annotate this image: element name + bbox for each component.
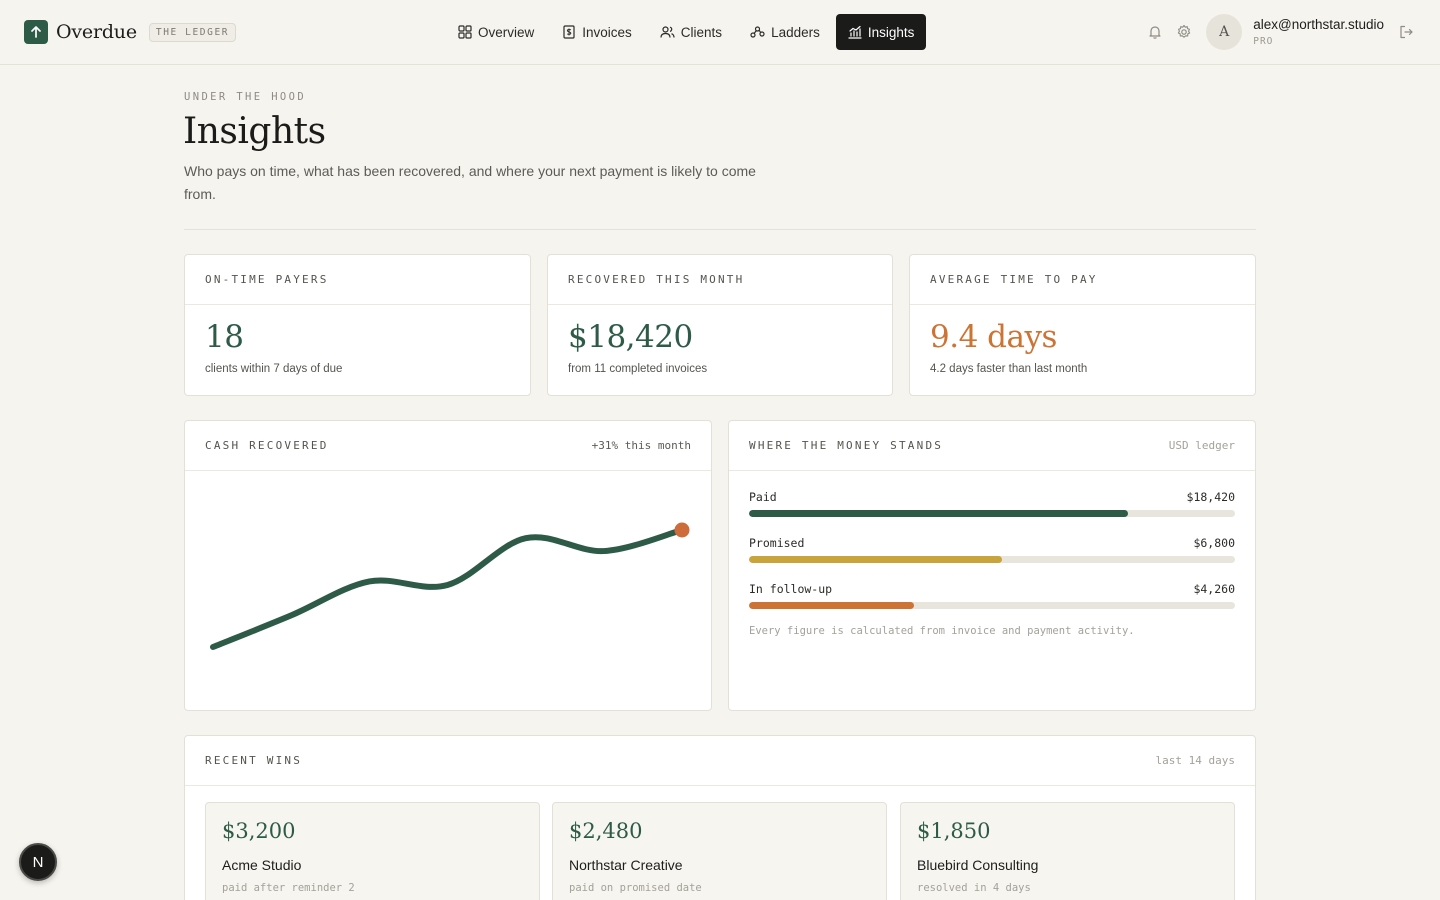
gear-icon[interactable] bbox=[1174, 22, 1194, 42]
chart-meta: +31% this month bbox=[591, 439, 691, 452]
nav-invoices-label: Invoices bbox=[582, 24, 632, 40]
progress-fill bbox=[749, 556, 1002, 563]
win-client: Bluebird Consulting bbox=[917, 857, 1039, 873]
money-label: WHERE THE MONEY STANDS bbox=[749, 439, 944, 452]
stat-card-recovered: RECOVERED THIS MONTH $18,420 from 11 com… bbox=[547, 254, 893, 396]
money-row-label: Promised bbox=[749, 536, 805, 550]
recent-wins-card: RECENT WINS last 14 days $3,200 Acme Stu… bbox=[184, 735, 1256, 900]
stat-value: $18,420 bbox=[568, 319, 693, 355]
user-tools: A alex@northstar.studio PRO bbox=[1145, 14, 1416, 50]
win-amount: $1,850 bbox=[917, 819, 991, 843]
money-row-paid: Paid $18,420 bbox=[749, 490, 1235, 517]
nav-clients-label: Clients bbox=[680, 24, 723, 40]
cash-recovered-card: CASH RECOVERED +31% this month bbox=[184, 420, 712, 711]
money-row-amount: $18,420 bbox=[1186, 490, 1235, 504]
win-client: Northstar Creative bbox=[569, 857, 683, 873]
ladder-icon bbox=[750, 26, 765, 38]
brand[interactable]: Overdue THE LEDGER bbox=[24, 20, 237, 44]
win-note: resolved in 4 days bbox=[917, 882, 1031, 894]
cash-line bbox=[210, 527, 685, 650]
stat-label: AVERAGE TIME TO PAY bbox=[930, 273, 1098, 286]
brand-tag: THE LEDGER bbox=[148, 22, 237, 42]
wins-meta: last 14 days bbox=[1155, 754, 1235, 767]
page-eyebrow: UNDER THE HOOD bbox=[184, 91, 307, 103]
money-row-label: Paid bbox=[749, 490, 777, 504]
win-client: Acme Studio bbox=[222, 857, 302, 873]
money-row-label: In follow-up bbox=[749, 582, 833, 596]
nav-invoices[interactable]: Invoices bbox=[550, 14, 644, 50]
progress-track bbox=[749, 602, 1235, 609]
progress-track bbox=[749, 510, 1235, 517]
win-note: paid after reminder 2 bbox=[222, 882, 355, 894]
nav-overview[interactable]: Overview bbox=[446, 14, 546, 50]
top-bar: Overdue THE LEDGER Overview Invoices Cli… bbox=[0, 0, 1440, 65]
money-row-amount: $6,800 bbox=[1193, 536, 1235, 550]
avatar[interactable]: A bbox=[1206, 14, 1243, 50]
nav-insights-label: Insights bbox=[867, 24, 915, 40]
money-row-amount: $4,260 bbox=[1193, 582, 1235, 596]
win-amount: $2,480 bbox=[569, 819, 643, 843]
nav-ladders[interactable]: Ladders bbox=[738, 14, 832, 50]
progress-track bbox=[749, 556, 1235, 563]
nav-ladders-label: Ladders bbox=[771, 24, 820, 40]
win-card[interactable]: $2,480 Northstar Creative paid on promis… bbox=[552, 802, 887, 900]
win-note: paid on promised date bbox=[569, 882, 702, 894]
money-row-promised: Promised $6,800 bbox=[749, 536, 1235, 563]
stat-label: ON-TIME PAYERS bbox=[205, 273, 329, 286]
main-nav: Overview Invoices Clients Ladders Insigh… bbox=[446, 14, 930, 50]
money-footnote: Every figure is calculated from invoice … bbox=[749, 625, 1135, 637]
money-meta: USD ledger bbox=[1168, 439, 1235, 452]
brand-name: Overdue bbox=[56, 21, 137, 43]
stat-value: 9.4 days bbox=[930, 319, 1057, 355]
users-icon bbox=[660, 26, 675, 38]
logout-icon[interactable] bbox=[1396, 22, 1416, 42]
page-subtitle: Who pays on time, what has been recovere… bbox=[184, 163, 756, 202]
cash-end-dot bbox=[674, 522, 690, 538]
money-stands-card: WHERE THE MONEY STANDS USD ledger Paid $… bbox=[728, 420, 1256, 711]
nav-overview-label: Overview bbox=[478, 24, 535, 40]
stat-card-on-time-payers: ON-TIME PAYERS 18 clients within 7 days … bbox=[184, 254, 531, 396]
chart-label: CASH RECOVERED bbox=[205, 439, 329, 452]
page-title: Insights bbox=[183, 111, 326, 152]
nav-insights[interactable]: Insights bbox=[835, 14, 927, 50]
progress-fill bbox=[749, 602, 915, 609]
cash-recovered-chart bbox=[210, 522, 690, 650]
user-email: alex@northstar.studio bbox=[1253, 17, 1384, 32]
user-info: alex@northstar.studio PRO bbox=[1253, 17, 1384, 47]
user-plan-badge: PRO bbox=[1253, 36, 1274, 47]
wins-label: RECENT WINS bbox=[205, 754, 303, 767]
stat-card-average-time: AVERAGE TIME TO PAY 9.4 days 4.2 days fa… bbox=[909, 254, 1256, 396]
win-amount: $3,200 bbox=[222, 819, 296, 843]
bell-icon[interactable] bbox=[1145, 22, 1165, 42]
divider bbox=[184, 229, 1256, 230]
arrow-up-icon bbox=[24, 20, 48, 44]
progress-fill bbox=[749, 510, 1129, 517]
stat-note: from 11 completed invoices bbox=[568, 363, 708, 375]
win-card[interactable]: $1,850 Bluebird Consulting resolved in 4… bbox=[900, 802, 1235, 900]
chart-icon bbox=[848, 25, 862, 39]
money-row-follow-up: In follow-up $4,260 bbox=[749, 582, 1235, 609]
dev-tools-badge[interactable]: N bbox=[19, 843, 57, 881]
stat-note: clients within 7 days of due bbox=[205, 363, 343, 375]
stat-note: 4.2 days faster than last month bbox=[930, 363, 1088, 375]
win-card[interactable]: $3,200 Acme Studio paid after reminder 2 bbox=[205, 802, 540, 900]
grid-icon bbox=[458, 25, 472, 39]
stat-label: RECOVERED THIS MONTH bbox=[568, 273, 745, 286]
stat-value: 18 bbox=[205, 319, 244, 355]
invoice-icon bbox=[563, 25, 575, 39]
nav-clients[interactable]: Clients bbox=[648, 14, 734, 50]
